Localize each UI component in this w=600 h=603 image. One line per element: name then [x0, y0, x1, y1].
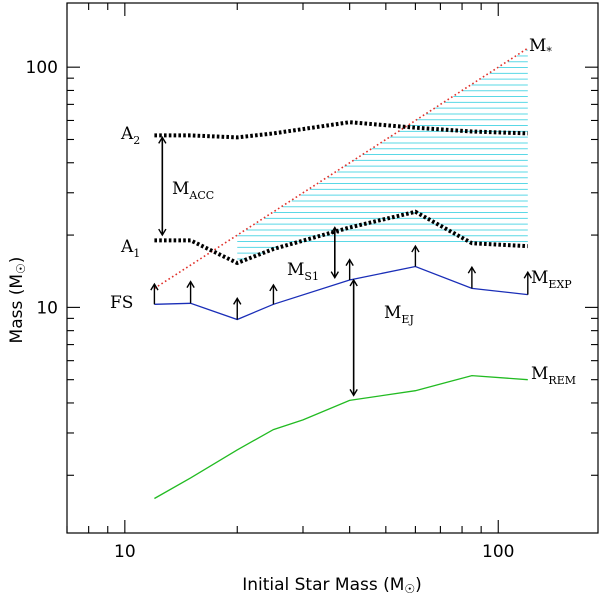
y-tick-label: 100 [26, 58, 58, 78]
label-mexp: MEXP [531, 268, 572, 291]
arrow-head [349, 278, 358, 287]
hatch-region [237, 49, 528, 260]
series-a1-line [154, 209, 528, 266]
label-fs: FS [110, 293, 133, 313]
arrow-head [158, 136, 167, 144]
axis-ticks [66, 3, 598, 533]
series-m-line [153, 47, 529, 290]
label-mrem: MREM [531, 364, 576, 387]
arrow-head [467, 265, 477, 274]
arrow-head [269, 283, 278, 292]
series-a2-line [154, 120, 528, 140]
arrow-head [330, 271, 339, 279]
arrow-head [233, 297, 242, 305]
arrow-head [150, 282, 159, 291]
plot-frame [66, 2, 599, 534]
arrow-head [523, 270, 533, 279]
x-tick-label: 100 [482, 542, 514, 562]
y-axis-title: Mass (M☉) [7, 257, 28, 344]
arrow-head [330, 226, 339, 234]
label-a1: A1 [120, 237, 140, 260]
series-mrem-line [154, 374, 528, 500]
series-lines [153, 47, 529, 500]
y-tick-label: 10 [36, 298, 58, 318]
label-macc: MACC [172, 179, 214, 202]
x-tick-label: 10 [114, 542, 136, 562]
arrow-head [345, 258, 354, 267]
arrow-head [411, 244, 420, 253]
series-mexp-line [154, 265, 528, 321]
label-mstar: M* [529, 36, 552, 58]
x-axis-title: Initial Star Mass (M☉) [242, 575, 422, 596]
arrow-head [186, 280, 195, 288]
tick-labels: 10 100 10 100 [26, 58, 515, 562]
arrows [150, 136, 533, 397]
arrow-head [158, 228, 167, 237]
label-ms1: MS1 [287, 260, 319, 283]
arrow-head [349, 389, 358, 397]
label-mej: MEJ [384, 303, 414, 326]
label-a2: A2 [120, 124, 140, 147]
